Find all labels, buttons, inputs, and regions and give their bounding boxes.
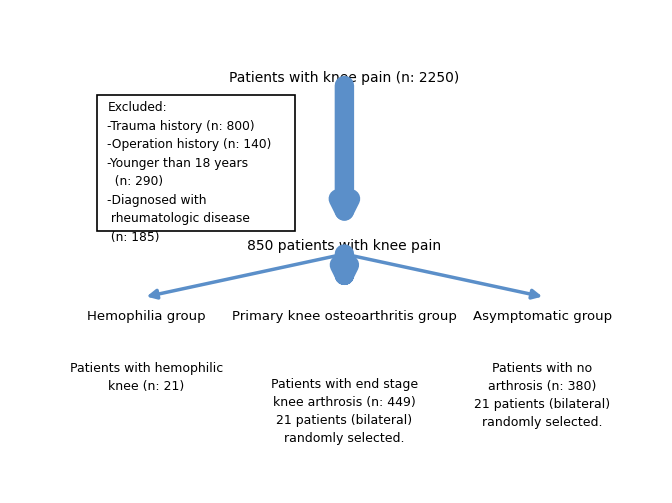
Text: Patients with knee pain (n: 2250): Patients with knee pain (n: 2250) <box>229 71 460 85</box>
Text: Patients with no
arthrosis (n: 380)
21 patients (bilateral)
randomly selected.: Patients with no arthrosis (n: 380) 21 p… <box>474 363 610 430</box>
Text: Patients with hemophilic
knee (n: 21): Patients with hemophilic knee (n: 21) <box>70 363 223 393</box>
Text: 850 patients with knee pain: 850 patients with knee pain <box>247 239 442 254</box>
Text: Excluded:
-Trauma history (n: 800)
-Operation history (n: 140)
-Younger than 18 : Excluded: -Trauma history (n: 800) -Oper… <box>108 101 271 243</box>
Bar <box>97 95 295 231</box>
Text: Primary knee osteoarthritis group: Primary knee osteoarthritis group <box>232 310 457 323</box>
Text: Hemophilia group: Hemophilia group <box>87 310 206 323</box>
Text: Asymptomatic group: Asymptomatic group <box>472 310 612 323</box>
Text: Patients with end stage
knee arthrosis (n: 449)
21 patients (bilateral)
randomly: Patients with end stage knee arthrosis (… <box>271 378 418 445</box>
